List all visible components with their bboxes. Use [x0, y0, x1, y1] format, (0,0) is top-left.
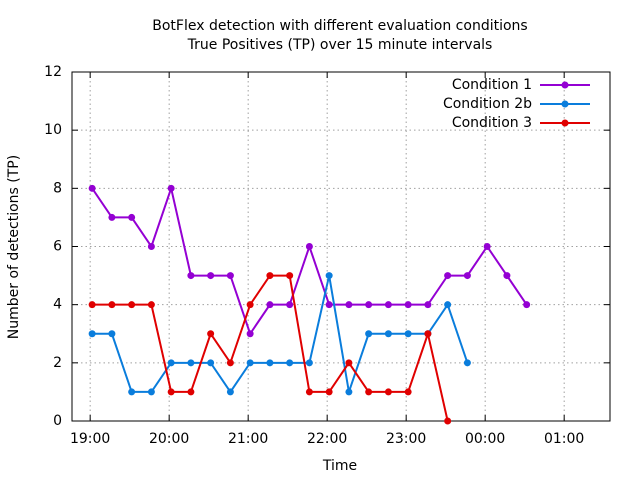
- data-point: [246, 330, 254, 338]
- data-point: [128, 388, 136, 396]
- data-point: [345, 301, 353, 309]
- data-point: [463, 359, 471, 367]
- data-point: [424, 301, 432, 309]
- y-tick-label: 2: [53, 355, 62, 371]
- data-point: [128, 301, 136, 309]
- data-point: [365, 388, 373, 396]
- series-line: [92, 274, 449, 422]
- x-axis-label: Time: [322, 458, 357, 474]
- x-tick-label: 22:00: [307, 431, 347, 447]
- data-point: [187, 272, 195, 280]
- data-point: [128, 213, 136, 221]
- x-tick-label: 00:00: [465, 431, 505, 447]
- x-tick-label: 01:00: [544, 431, 584, 447]
- data-point: [266, 301, 274, 309]
- data-point: [345, 359, 353, 367]
- data-point: [384, 301, 392, 309]
- y-tick-label: 12: [44, 64, 62, 80]
- data-point: [444, 301, 452, 309]
- data-point: [404, 330, 412, 338]
- data-point: [187, 359, 195, 367]
- data-point: [88, 330, 96, 338]
- data-point: [384, 388, 392, 396]
- data-point: [226, 388, 234, 396]
- data-point: [266, 272, 274, 280]
- data-point: [325, 301, 333, 309]
- data-point: [207, 330, 215, 338]
- data-point: [167, 184, 175, 192]
- data-point: [108, 213, 116, 221]
- data-point: [246, 301, 254, 309]
- data-point: [345, 388, 353, 396]
- data-point: [286, 359, 294, 367]
- y-tick-label: 6: [53, 239, 62, 255]
- legend-marker: [561, 119, 569, 127]
- data-point: [246, 359, 254, 367]
- data-point: [266, 359, 274, 367]
- data-point: [365, 330, 373, 338]
- data-point: [305, 388, 313, 396]
- data-point: [108, 330, 116, 338]
- legend-label: Condition 2b: [443, 96, 532, 112]
- y-tick-label: 4: [53, 297, 62, 313]
- x-tick-label: 20:00: [149, 431, 189, 447]
- data-point: [463, 272, 471, 280]
- data-point: [147, 388, 155, 396]
- data-point: [483, 243, 491, 250]
- data-point: [325, 272, 333, 280]
- data-point: [167, 359, 175, 367]
- data-point: [503, 272, 511, 280]
- y-tick-label: 10: [44, 122, 62, 138]
- data-point: [88, 184, 96, 192]
- data-point: [286, 301, 294, 309]
- data-point: [325, 388, 333, 396]
- x-tick-label: 21:00: [228, 431, 268, 447]
- data-point: [365, 301, 373, 309]
- legend-marker: [561, 81, 569, 89]
- data-point: [226, 359, 234, 367]
- legend-marker: [561, 100, 569, 108]
- data-point: [88, 301, 96, 309]
- data-point: [207, 272, 215, 280]
- data-point: [187, 388, 195, 396]
- chart-title: BotFlex detection with different evaluat…: [152, 18, 527, 34]
- data-point: [147, 301, 155, 309]
- data-point: [384, 330, 392, 338]
- data-point: [444, 272, 452, 280]
- y-tick-label: 0: [53, 413, 62, 429]
- data-point: [108, 301, 116, 309]
- data-point: [404, 301, 412, 309]
- legend-label: Condition 3: [452, 115, 532, 131]
- data-point: [167, 388, 175, 396]
- chart-subtitle: True Positives (TP) over 15 minute inter…: [187, 37, 493, 53]
- data-point: [305, 359, 313, 367]
- series-line: [91, 184, 528, 336]
- data-point: [147, 243, 155, 250]
- y-tick-label: 8: [53, 180, 62, 196]
- data-point: [286, 272, 294, 280]
- data-point: [404, 388, 412, 396]
- x-tick-label: 19:00: [70, 431, 110, 447]
- y-axis-label: Number of detections (TP): [6, 155, 22, 339]
- data-point: [523, 301, 531, 309]
- data-point: [226, 272, 234, 280]
- data-point: [424, 330, 432, 338]
- data-point: [207, 359, 215, 367]
- legend-label: Condition 1: [452, 77, 532, 93]
- data-point: [305, 243, 313, 250]
- x-tick-label: 23:00: [386, 431, 426, 447]
- data-point: [444, 417, 452, 425]
